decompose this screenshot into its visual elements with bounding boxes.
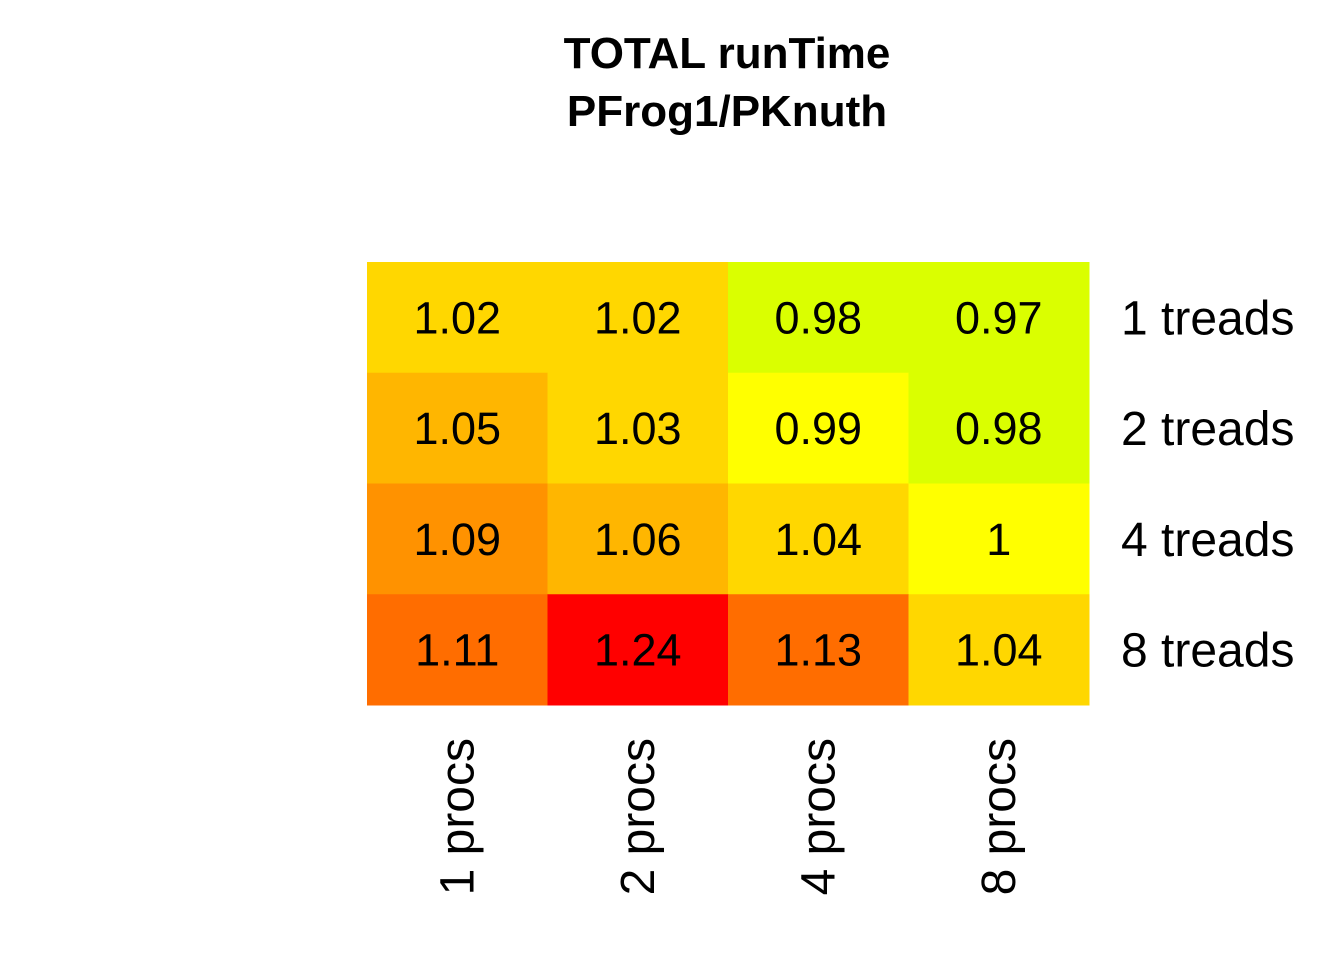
column-label: 4 procs: [792, 738, 845, 895]
cell-value-label: 1.04: [955, 625, 1043, 676]
column-label: 8 procs: [973, 738, 1026, 895]
cell-value-label: 0.97: [955, 292, 1043, 343]
row-labels: 1 treads 2 treads 4 treads 8 treads: [1121, 292, 1294, 677]
cell-value-label: 1.11: [415, 625, 499, 676]
heatmap-cell: [547, 262, 729, 374]
row-label: 2 treads: [1121, 403, 1294, 456]
heatmap-cell: [728, 372, 909, 484]
column-label: 1 procs: [431, 738, 484, 895]
row-label: 4 treads: [1121, 514, 1294, 567]
cell-value-label: 0.98: [955, 403, 1043, 454]
heatmap-cell: [728, 262, 909, 374]
chart-title-line-2: PFrog1/PKnuth: [567, 87, 887, 136]
cell-value-label: 1.02: [413, 292, 501, 343]
cell-value-label: 1.24: [594, 625, 682, 676]
cell-value-label: 1.09: [413, 514, 501, 565]
cell-value-label: 1.06: [594, 514, 682, 565]
row-label: 1 treads: [1121, 292, 1294, 345]
column-label: 2 procs: [612, 738, 665, 895]
heatmap-cell: [367, 262, 548, 374]
heatmap-cell: [728, 483, 909, 595]
heatmap-cell: [367, 594, 548, 706]
cell-value-label: 1: [986, 514, 1011, 565]
heatmap-cell: [547, 594, 729, 706]
heatmap-cell: [908, 372, 1090, 484]
cell-value-label: 1.03: [594, 403, 682, 454]
cell-value-label: 0.99: [774, 403, 862, 454]
heatmap-cell: [908, 262, 1090, 374]
cell-value-label: 1.04: [774, 514, 862, 565]
cell-value-label: 0.98: [774, 292, 862, 343]
heatmap-cell: [728, 594, 909, 706]
heatmap-cell: [367, 483, 548, 595]
cell-value-label: 1.05: [413, 403, 501, 454]
heatmap-cells: 1.02 1.02 0.98 0.97 1.05 1.03 0.99 0.98 1.09 1.06…: [367, 262, 1090, 706]
heatmap-cell: [547, 372, 729, 484]
heatmap-cell: [908, 594, 1090, 706]
cell-value-label: 1.13: [774, 625, 862, 676]
heatmap-cell: [367, 372, 548, 484]
chart-title-line-1: TOTAL runTime: [564, 29, 891, 78]
cell-value-label: 1.02: [594, 292, 682, 343]
heatmap-cell: [908, 483, 1090, 595]
row-label: 8 treads: [1121, 625, 1294, 678]
column-labels: 1 procs 2 procs 4 procs 8 procs: [431, 738, 1026, 895]
heatmap-cell: [547, 483, 729, 595]
